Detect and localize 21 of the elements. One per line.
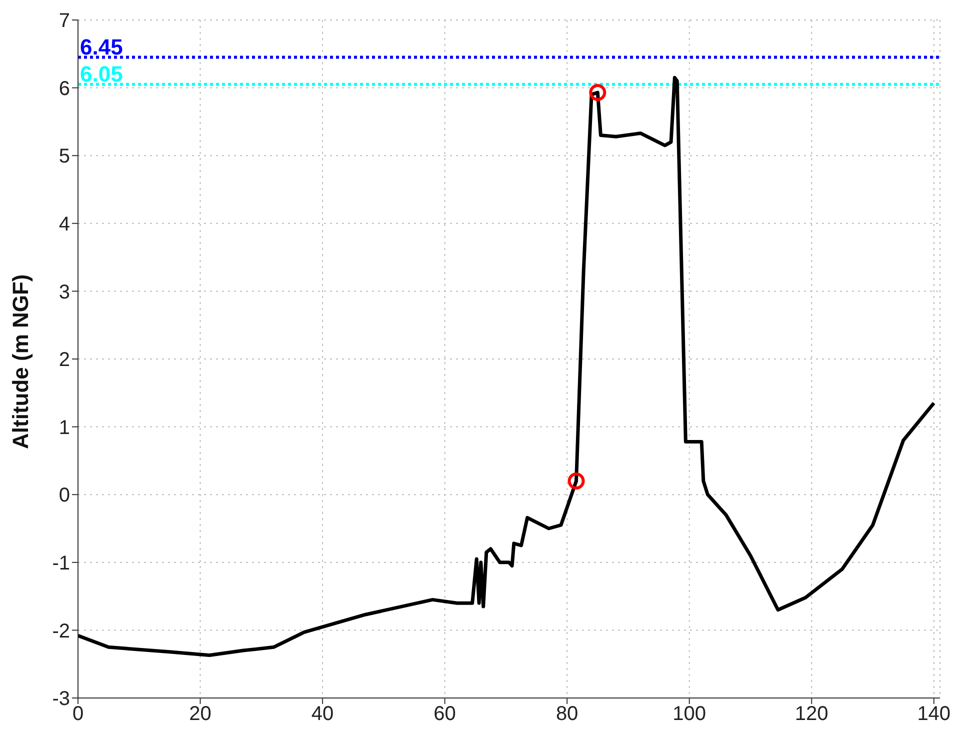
x-tick-label: 20 [189,703,212,726]
y-tick-label: 1 [58,416,70,439]
y-tick-label: 3 [58,281,70,304]
y-tick-label: 7 [58,10,70,32]
x-tick-label: 60 [434,703,456,726]
y-tick-label: -1 [52,552,70,574]
y-tick-label: -3 [52,688,70,710]
x-tick-label: 40 [311,703,334,726]
x-tick-label: 120 [794,703,828,726]
y-axis-title: Altitude (m NGF) [8,274,33,449]
ref-line-label: 6.05 [80,61,123,86]
y-tick-label: 4 [58,214,70,236]
y-tick-label: 5 [58,146,70,168]
y-tick-label: 6 [58,78,70,100]
x-tick-label: 100 [672,703,706,726]
ref-line-label: 6.45 [80,34,123,60]
y-tick-label: -2 [52,620,70,642]
x-tick-label: 140 [917,703,951,726]
x-tick-label: 80 [556,703,578,726]
y-tick-label: 0 [58,484,70,507]
y-tick-label: 2 [58,349,70,372]
